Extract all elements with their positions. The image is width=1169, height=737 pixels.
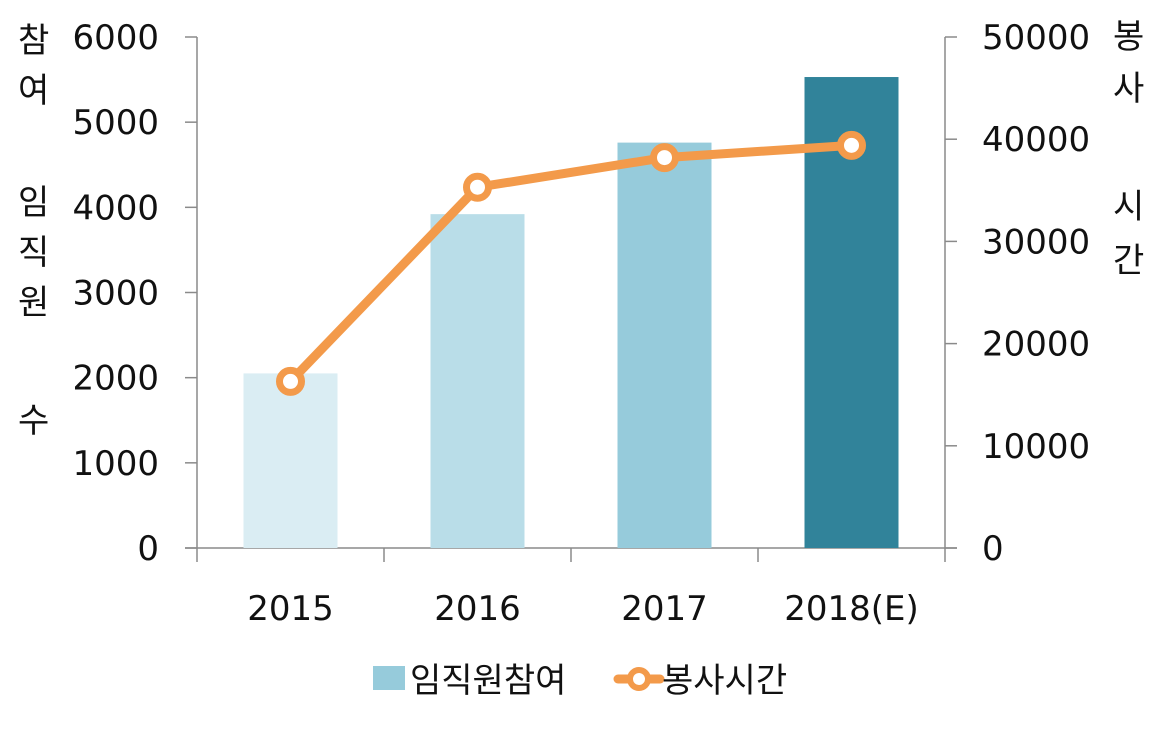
x-tick-label: 2016	[434, 589, 521, 629]
x-tick-label: 2015	[247, 589, 334, 629]
y-axis-label-char: 수	[18, 401, 50, 441]
y-tick-label: 4000	[72, 188, 159, 228]
bar	[430, 214, 525, 548]
tick-labels: 0 1000 2000 3000 4000 5000 6000 0 10000 20000 3000…	[72, 18, 1090, 629]
legend: 임직원참여 봉사시간	[373, 661, 787, 701]
line-marker	[276, 366, 305, 396]
y2-tick-label: 40000	[982, 120, 1090, 160]
line-path	[286, 140, 856, 386]
line-series	[276, 130, 866, 396]
y2-tick-label: 10000	[982, 427, 1090, 467]
y2-tick-label: 20000	[982, 325, 1090, 365]
line-marker	[837, 130, 866, 160]
y-axis-label-char: 원	[18, 283, 50, 323]
legend-swatch-bar	[373, 666, 405, 690]
y2-axis-label-char: 봉	[1113, 17, 1145, 57]
bar	[617, 142, 712, 548]
y-axis-label-char: 임	[18, 183, 50, 223]
legend-label-line: 봉사시간	[662, 661, 787, 701]
y-tick-label: 2000	[72, 359, 159, 399]
y-axis-label-char: 직	[18, 233, 50, 273]
x-tick-label: 2018(E)	[784, 589, 919, 629]
y-tick-label: 0	[137, 529, 159, 569]
y-tick-label: 6000	[72, 18, 159, 58]
y-tick-label: 5000	[72, 103, 159, 143]
y-tick-label: 1000	[72, 444, 159, 484]
legend-swatch-marker	[627, 667, 651, 691]
y-axis-label-char: 참	[18, 21, 50, 61]
y-tick-label: 3000	[72, 274, 159, 314]
y2-tick-label: 30000	[982, 222, 1090, 262]
y2-axis-label-char: 시	[1113, 187, 1145, 227]
legend-label-bar: 임직원참여	[410, 661, 566, 701]
line-marker	[650, 143, 679, 173]
y-axis-label-char: 여	[18, 71, 50, 111]
x-tick-label: 2017	[621, 589, 708, 629]
y2-axis-label-char: 간	[1113, 241, 1145, 281]
line-marker	[463, 172, 492, 202]
bar-series	[243, 77, 899, 549]
bar	[243, 373, 338, 548]
y2-axis-label-char: 사	[1113, 69, 1145, 109]
y2-tick-label: 50000	[982, 18, 1090, 58]
y2-tick-label: 0	[982, 529, 1004, 569]
